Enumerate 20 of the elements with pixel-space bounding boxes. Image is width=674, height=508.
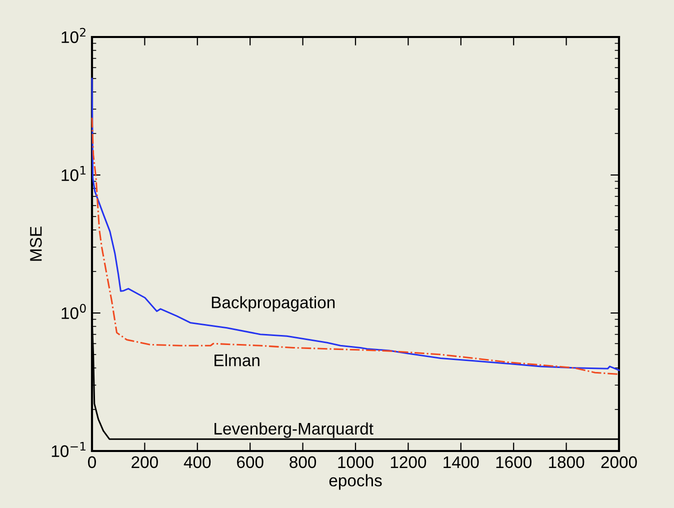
x-tick-label: 200: [132, 456, 158, 468]
x-tick-label: 2000: [601, 456, 637, 468]
x-axis-title: epochs: [329, 474, 382, 490]
x-tick-label: 1200: [390, 456, 426, 468]
x-tick-label: 800: [290, 456, 316, 468]
x-tick-label: 1400: [444, 456, 479, 468]
x-tick-label: 1000: [338, 456, 374, 468]
x-tick-label: 400: [184, 456, 211, 468]
x-tick-label: 600: [237, 456, 264, 468]
x-tick-label: 0: [88, 456, 96, 468]
y-axis-title: MSE: [30, 226, 42, 261]
y-tick-label: 10$^{2}$: [62, 28, 86, 44]
series-label: Levenberg-Marquardt: [214, 422, 374, 438]
series-label: Backpropagation: [212, 296, 335, 312]
y-tick-label: 10$^{1}$: [62, 166, 86, 182]
y-tick-label: 10$^{0}$: [62, 304, 86, 320]
y-tick-label: 10$^{−1}$: [52, 442, 86, 458]
x-tick-label: 1800: [549, 456, 584, 468]
series-label: Elman: [214, 354, 260, 366]
x-tick-label: 1600: [496, 456, 532, 468]
